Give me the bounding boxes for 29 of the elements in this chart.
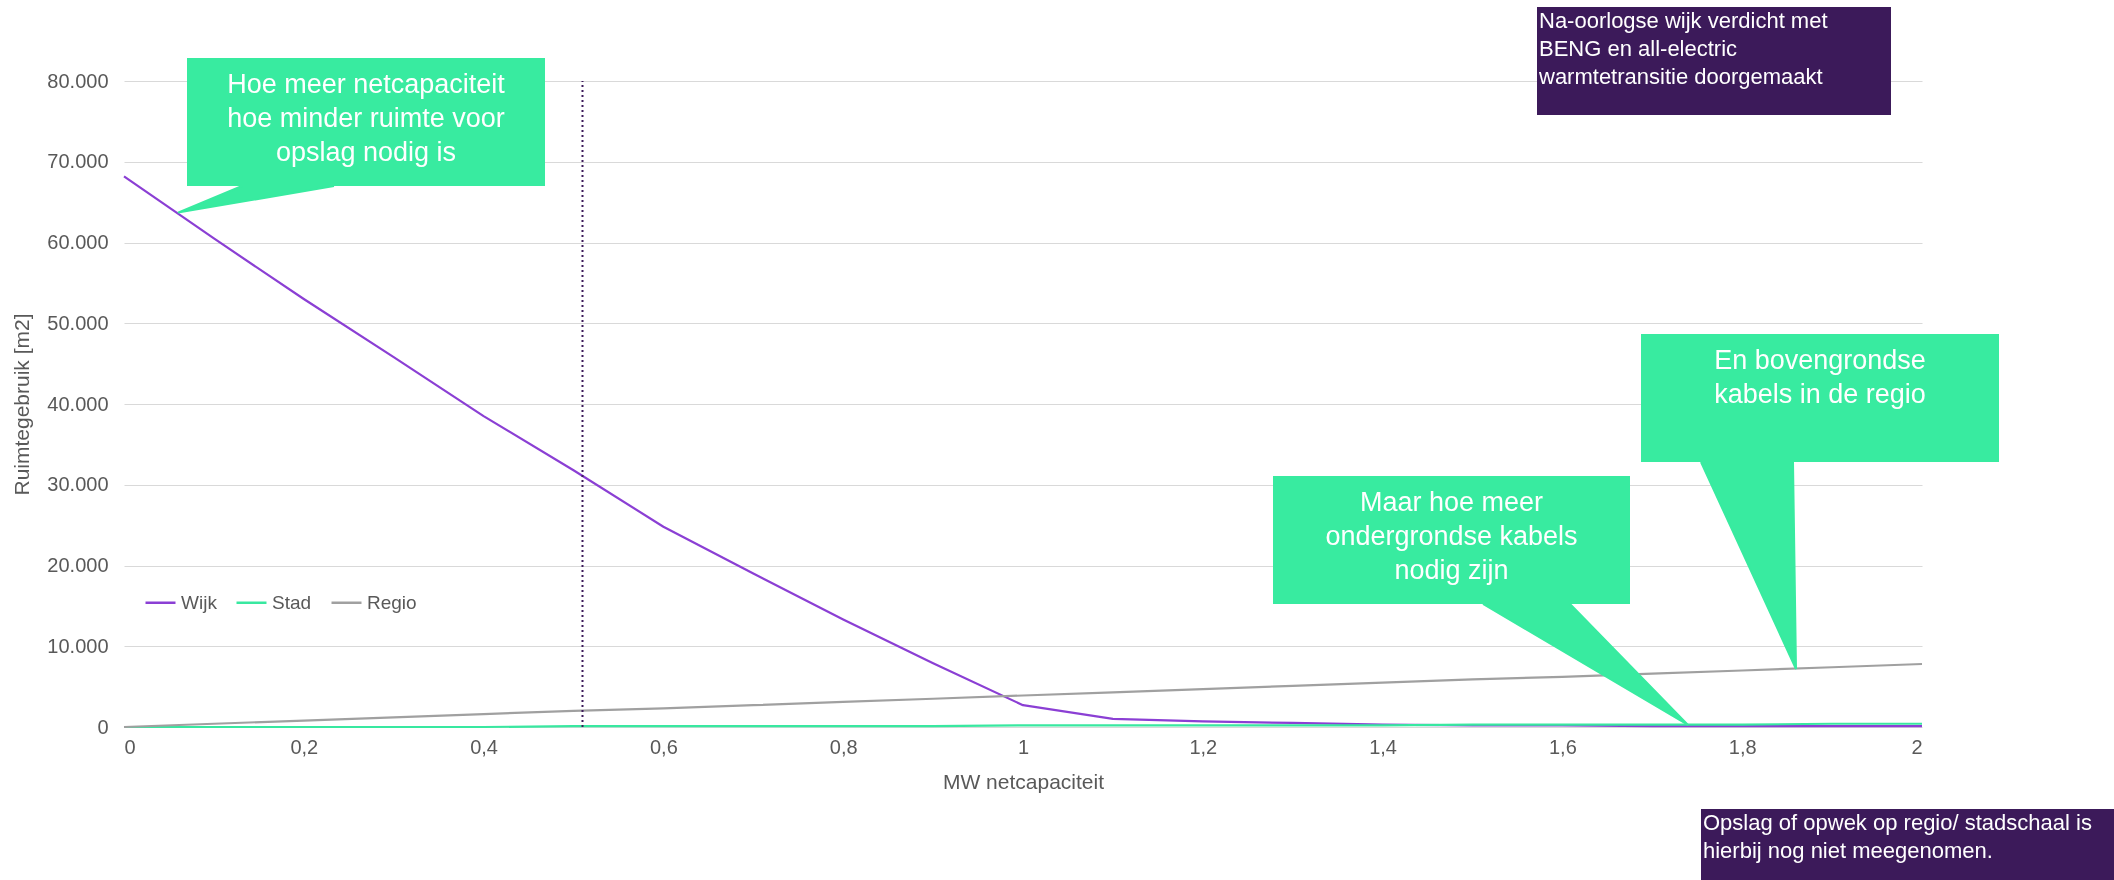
x-tick-label: 1: [1017, 735, 1030, 758]
x-tick-label: 0,4: [470, 735, 499, 758]
y-tick-label: 80.000: [47, 69, 109, 92]
y-tick-label: 50.000: [47, 311, 109, 334]
x-tick-label: 1,2: [1189, 735, 1218, 758]
y-tick-label: 20.000: [47, 554, 109, 576]
line-series: [122, 175, 1924, 728]
y-tick-label: 30.000: [47, 473, 109, 496]
line-series: [122, 662, 1924, 729]
legend-label: Regio: [367, 591, 417, 613]
y-tick-label: 10.000: [47, 634, 109, 657]
x-tick-label: 1,6: [1548, 735, 1577, 758]
x-tick-label: 0: [124, 735, 136, 758]
text: Opslag of opwek op regio/ stadschaal is hierbij nog niet meegenomen.: [1703, 810, 2092, 863]
x-axis-title: MW netcapaciteit: [942, 769, 1105, 793]
x-tick-label: 1,4: [1369, 735, 1398, 758]
x-tick-label: 2: [1911, 735, 1923, 758]
x-tick-label: 0,2: [290, 735, 319, 758]
y-tick-label: 70.000: [47, 150, 109, 173]
annotation: Na-oorlogse wijk verdicht met BENG en all-electric warmtetransitie doorgemaakt: [1538, 8, 1828, 89]
y-tick-label: 0: [97, 715, 109, 738]
legend-label: Wijk: [181, 591, 218, 613]
legend-label: Stad: [272, 591, 312, 613]
y-tick-label: 60.000: [47, 231, 109, 253]
x-tick-label: 0,8: [829, 735, 858, 758]
x-tick-label: 0,6: [649, 735, 678, 758]
y-tick-label: 40.000: [47, 392, 109, 415]
y-axis-title: Ruimtegebruik [m2]: [10, 313, 34, 496]
x-tick-label: 1,8: [1728, 735, 1757, 758]
